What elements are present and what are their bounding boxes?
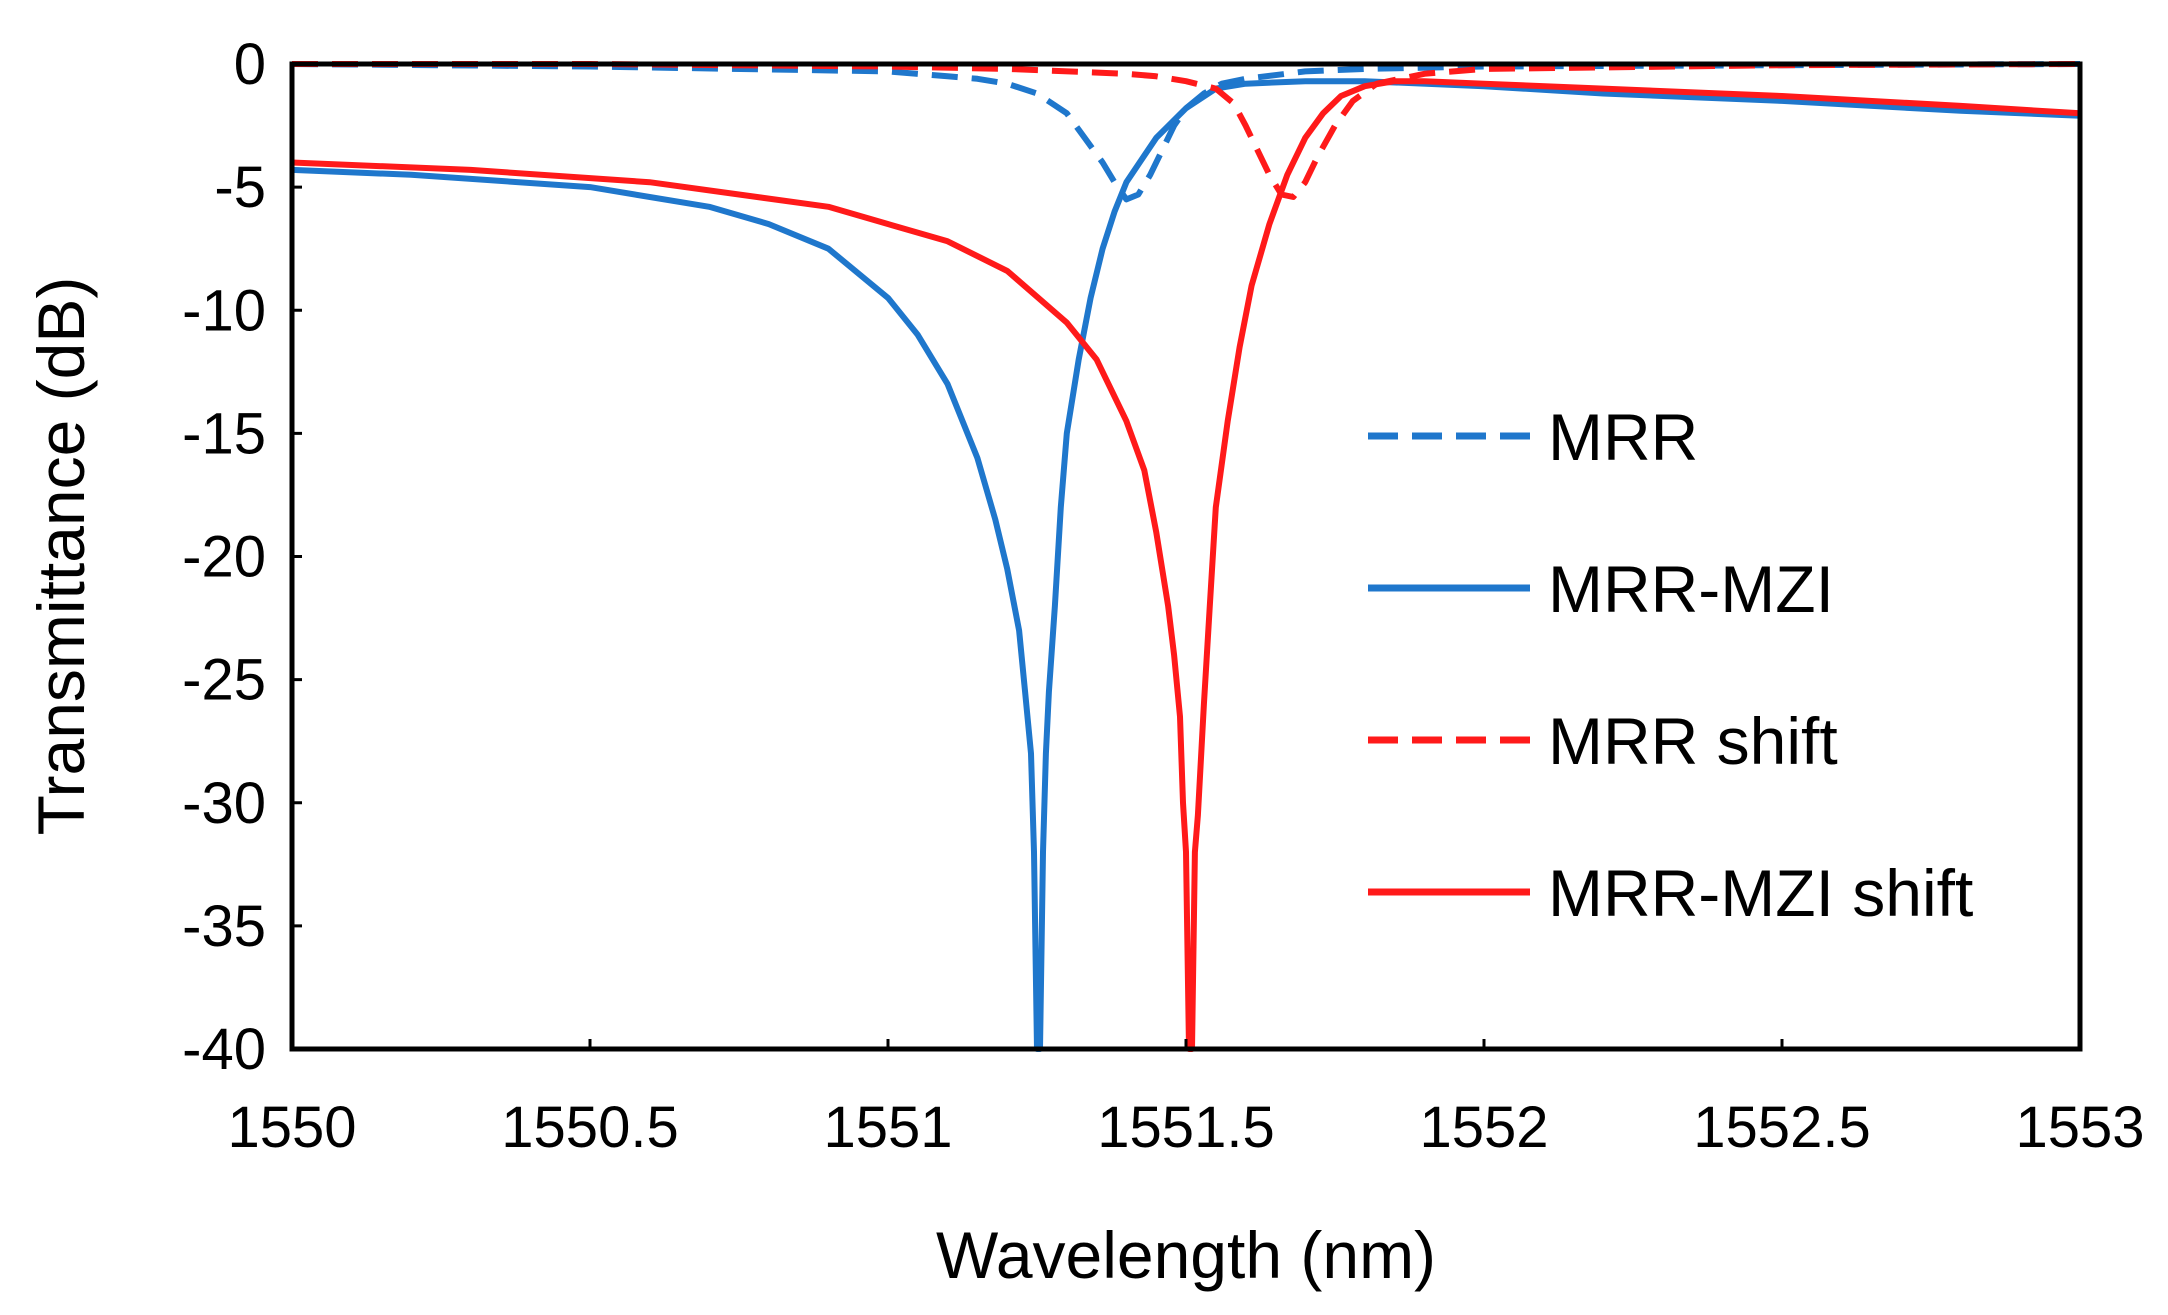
y-axis-title: Transmittance (dB) bbox=[24, 277, 98, 836]
x-axis-ticks: 1550 1550.5 1551 1551.5 1552 1552.5 1553 bbox=[227, 1039, 2145, 1160]
legend-item: MRR shift bbox=[1368, 704, 1838, 778]
series-lines bbox=[291, 61, 2081, 1052]
series-line-mrr bbox=[291, 61, 2081, 203]
x-tick-label: 1550 bbox=[227, 1095, 356, 1160]
legend-label: MRR-MZI bbox=[1548, 552, 1834, 626]
legend-item: MRR-MZI shift bbox=[1368, 856, 1973, 930]
legend-label: MRR-MZI shift bbox=[1548, 856, 1973, 930]
x-tick-label: 1551 bbox=[823, 1095, 952, 1160]
x-tick-label: 1552 bbox=[1419, 1095, 1548, 1160]
y-tick-label: -35 bbox=[182, 894, 266, 959]
legend-item: MRR bbox=[1368, 400, 1698, 474]
legend-label: MRR bbox=[1548, 400, 1698, 474]
y-tick-label: -30 bbox=[182, 771, 266, 836]
y-tick-label: -40 bbox=[182, 1017, 266, 1082]
x-tick-label: 1553 bbox=[2015, 1095, 2144, 1160]
y-axis-ticks: 0 -5 -10 -15 -20 -25 -30 -35 -40 bbox=[182, 32, 302, 1082]
series-line-mrr-mzi bbox=[291, 78, 2081, 1052]
x-tick-label: 1552.5 bbox=[1693, 1095, 1870, 1160]
y-tick-label: -5 bbox=[214, 155, 266, 220]
x-tick-label: 1550.5 bbox=[501, 1095, 678, 1160]
x-axis-title: Wavelength (nm) bbox=[936, 1218, 1436, 1292]
series-line-mrr-mzi-shift bbox=[291, 78, 2081, 1052]
y-tick-label: -25 bbox=[182, 648, 266, 713]
y-tick-label: -10 bbox=[182, 278, 266, 343]
legend-label: MRR shift bbox=[1548, 704, 1838, 778]
y-tick-label: -15 bbox=[182, 401, 266, 466]
y-tick-label: 0 bbox=[234, 32, 266, 97]
x-tick-label: 1551.5 bbox=[1097, 1095, 1274, 1160]
y-tick-label: -20 bbox=[182, 525, 266, 590]
legend-item: MRR-MZI bbox=[1368, 552, 1834, 626]
legend: MRR MRR-MZI MRR shift MRR-MZI shift bbox=[1368, 400, 1973, 930]
